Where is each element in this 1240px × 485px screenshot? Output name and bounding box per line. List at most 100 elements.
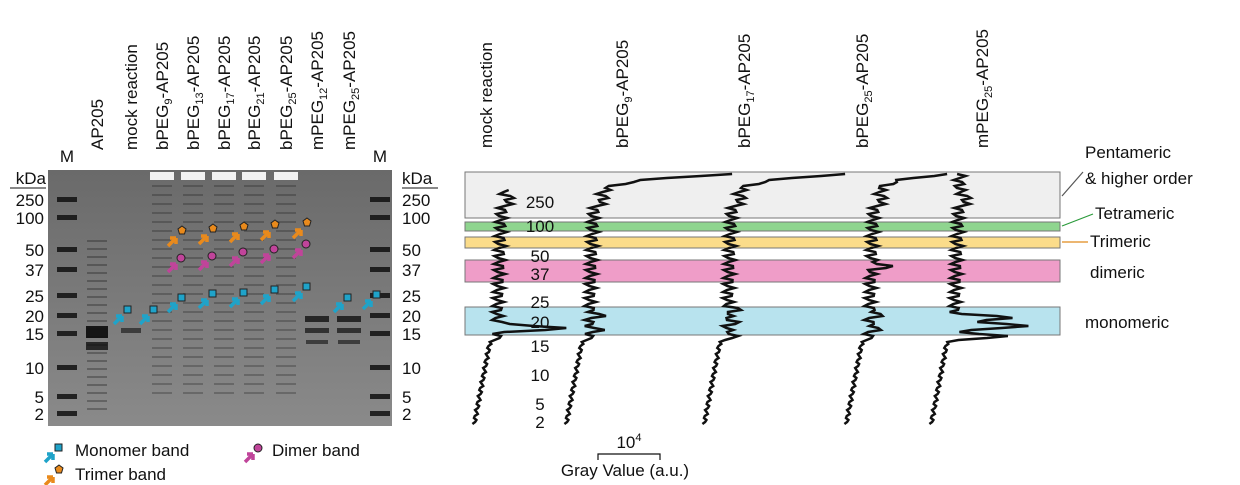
band	[152, 230, 172, 232]
marker-label: 37	[402, 261, 421, 280]
label-part: bPEG	[245, 105, 264, 150]
band	[276, 275, 296, 277]
arrow	[45, 477, 53, 485]
band	[276, 392, 296, 394]
profile-label: bPEG9-AP205	[613, 40, 635, 148]
band	[183, 347, 203, 349]
band	[276, 374, 296, 376]
region-box	[465, 172, 1060, 218]
band	[57, 197, 77, 202]
band	[57, 331, 77, 336]
band	[214, 311, 234, 313]
band	[87, 376, 107, 378]
label-part: -AP205	[184, 36, 203, 93]
band	[244, 221, 264, 223]
band	[183, 383, 203, 385]
band	[276, 194, 296, 196]
band	[183, 203, 203, 205]
band	[152, 383, 172, 385]
band	[214, 374, 234, 376]
band	[244, 329, 264, 331]
label-part: 13	[194, 92, 206, 104]
band	[244, 356, 264, 358]
band	[87, 352, 107, 354]
figure: MAP205mock reactionbPEG9-AP205bPEG13-AP2…	[0, 0, 1240, 485]
band	[152, 221, 172, 223]
band	[183, 194, 203, 196]
band	[183, 302, 203, 304]
square	[55, 444, 62, 451]
square	[271, 286, 278, 293]
label-part: 17	[745, 90, 757, 102]
lane-label: bPEG25-AP205	[277, 36, 299, 150]
band	[152, 185, 172, 187]
band	[276, 185, 296, 187]
band	[276, 203, 296, 205]
label-part: bPEG	[735, 103, 754, 148]
label-part: 25	[350, 88, 362, 100]
band	[152, 275, 172, 277]
band	[183, 311, 203, 313]
band	[87, 288, 107, 290]
band	[152, 284, 172, 286]
band	[244, 212, 264, 214]
square	[150, 306, 157, 313]
marker-label: 250	[16, 191, 44, 210]
label-part: 21	[255, 92, 267, 104]
band	[244, 185, 264, 187]
label-part: -AP205	[340, 31, 359, 88]
band	[152, 302, 172, 304]
band	[276, 230, 296, 232]
band	[183, 293, 203, 295]
band	[244, 194, 264, 196]
band	[244, 392, 264, 394]
label-part: bPEG	[215, 105, 234, 150]
leader	[1062, 214, 1093, 226]
band	[87, 384, 107, 386]
band	[214, 203, 234, 205]
square	[124, 306, 131, 313]
label-part: -AP205	[853, 34, 872, 91]
square	[303, 283, 310, 290]
lane-label: AP205	[88, 99, 107, 150]
arrow	[245, 454, 253, 462]
band	[214, 221, 234, 223]
band	[276, 266, 296, 268]
band	[370, 215, 390, 220]
label-part: -AP205	[613, 40, 632, 97]
band	[87, 296, 107, 298]
label-part: -AP205	[277, 36, 296, 93]
band-regions	[465, 172, 1060, 335]
circle	[177, 254, 185, 262]
well-band	[181, 172, 205, 180]
band	[244, 203, 264, 205]
label-part: -AP205	[245, 36, 264, 93]
band	[87, 328, 107, 330]
band	[183, 392, 203, 394]
band	[87, 264, 107, 266]
region-label: Trimeric	[1090, 232, 1151, 251]
band	[244, 383, 264, 385]
band	[244, 347, 264, 349]
label-part: 25	[863, 90, 875, 102]
marker-label: 2	[402, 405, 411, 424]
band	[305, 328, 329, 333]
band	[152, 212, 172, 214]
axis-label: Gray Value (a.u.)	[561, 461, 689, 480]
square	[178, 294, 185, 301]
circle	[254, 444, 262, 452]
circle	[208, 252, 216, 260]
band	[57, 313, 77, 318]
band	[87, 400, 107, 402]
band	[370, 197, 390, 202]
band	[337, 316, 361, 322]
band	[214, 284, 234, 286]
band	[214, 212, 234, 214]
band	[214, 347, 234, 349]
band	[214, 230, 234, 232]
lane-label: bPEG17-AP205	[215, 36, 237, 150]
band	[276, 356, 296, 358]
marker-label: 20	[25, 307, 44, 326]
band	[214, 383, 234, 385]
band	[183, 275, 203, 277]
